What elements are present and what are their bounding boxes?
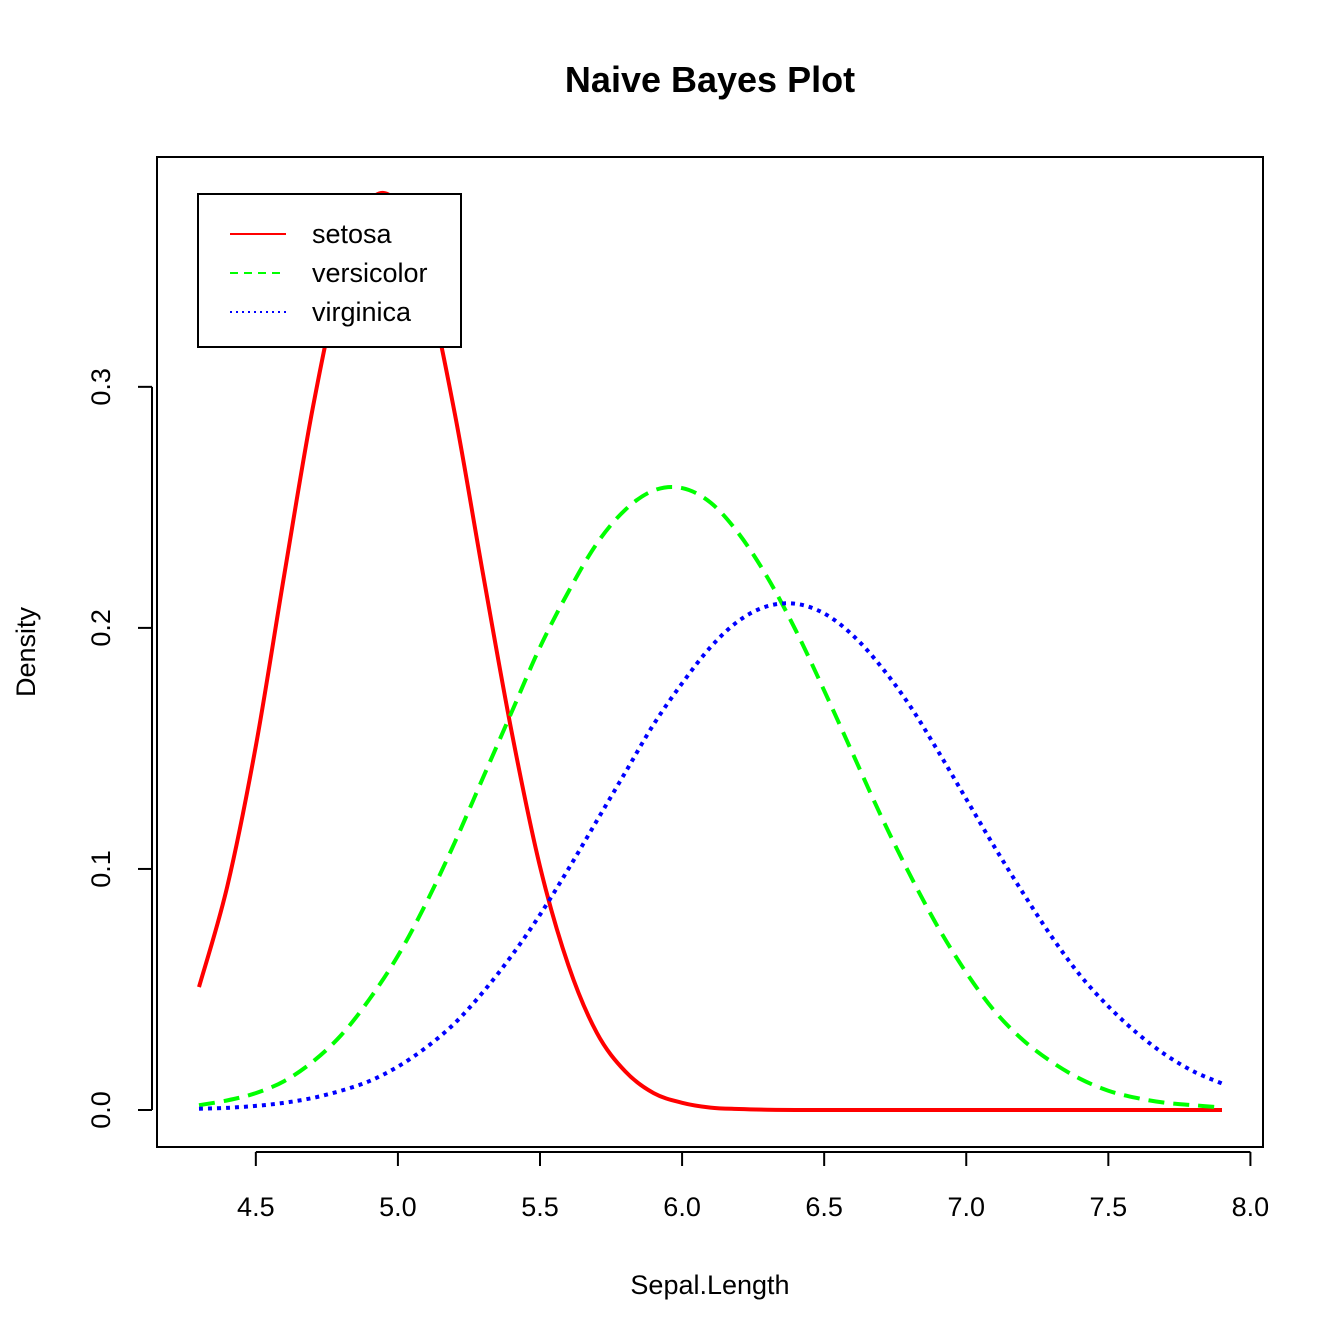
legend-box [197,193,462,348]
series-line-virginica [198,601,1223,1111]
x-axis: 4.5 5.0 5.5 6.0 6.5 7.0 7.5 8.0 [237,1151,1270,1222]
y-tick-label: 0.2 [86,609,116,647]
y-tick-label: 0.0 [86,1091,116,1129]
chart-title: Naive Bayes Plot [565,59,855,100]
y-axis-label: Density [11,606,41,697]
x-tick-label: 4.5 [237,1192,275,1222]
series-line-setosa [197,190,1222,1113]
legend-label-setosa: setosa [312,219,393,249]
x-tick-label: 6.0 [663,1192,701,1222]
x-tick-label: 5.5 [521,1192,559,1222]
x-tick-label: 7.0 [947,1192,985,1222]
x-tick-label: 8.0 [1232,1192,1270,1222]
y-axis: 0.0 0.1 0.2 0.3 [86,368,153,1129]
series-line-versicolor [198,485,1223,1110]
y-tick-label: 0.1 [86,850,116,888]
plot-frame [156,156,1264,1148]
legend-label-versicolor: versicolor [312,258,428,288]
x-tick-label: 5.0 [379,1192,417,1222]
legend: setosa versicolor virginica [197,193,462,348]
x-tick-label: 6.5 [805,1192,843,1222]
series-layer [197,190,1223,1113]
legend-label-virginica: virginica [312,297,412,327]
x-axis-label: Sepal.Length [630,1270,789,1300]
y-tick-label: 0.3 [86,368,116,406]
x-tick-label: 7.5 [1090,1192,1128,1222]
